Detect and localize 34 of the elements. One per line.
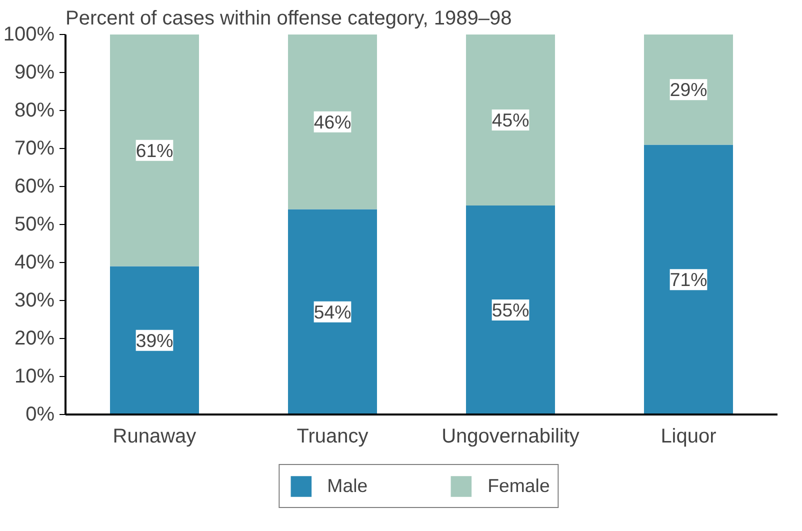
- y-tick-label: 100%: [3, 24, 55, 46]
- bar: [288, 209, 377, 414]
- y-tick-label: 80%: [14, 100, 55, 122]
- legend-label: Female: [488, 475, 550, 497]
- bar: [288, 34, 377, 210]
- y-tick-label: 40%: [14, 252, 55, 274]
- y-tick-label: 90%: [14, 62, 55, 84]
- x-tick-label: Ungovernability: [442, 426, 580, 448]
- bar: [110, 266, 199, 414]
- y-tick-label: 20%: [14, 328, 55, 350]
- bar: [466, 34, 555, 206]
- data-label: 45%: [492, 110, 530, 130]
- data-label: 29%: [670, 79, 708, 100]
- y-tick-label: 70%: [14, 138, 55, 160]
- y-tick-label: 10%: [14, 366, 55, 388]
- y-tick-label: 30%: [14, 290, 55, 312]
- y-tick-label: 0%: [26, 404, 55, 426]
- chart-title: Percent of cases within offense category, 1989–98: [66, 8, 512, 30]
- data-label: 71%: [670, 269, 708, 290]
- data-label: 39%: [136, 330, 174, 351]
- x-tick-label: Liquor: [660, 426, 717, 448]
- legend-label: Male: [327, 475, 368, 497]
- bar: [110, 34, 199, 266]
- x-tick-label: Truancy: [296, 426, 368, 448]
- x-tick-label: Runaway: [112, 426, 196, 448]
- bar: [644, 34, 733, 145]
- data-label: 61%: [136, 140, 174, 161]
- y-tick-label: 50%: [14, 214, 55, 236]
- data-label: 46%: [314, 111, 352, 132]
- y-tick-label: 60%: [14, 176, 55, 198]
- data-label: 55%: [492, 300, 530, 320]
- bar: [466, 206, 555, 414]
- bar: [644, 144, 733, 414]
- data-label: 54%: [314, 301, 352, 322]
